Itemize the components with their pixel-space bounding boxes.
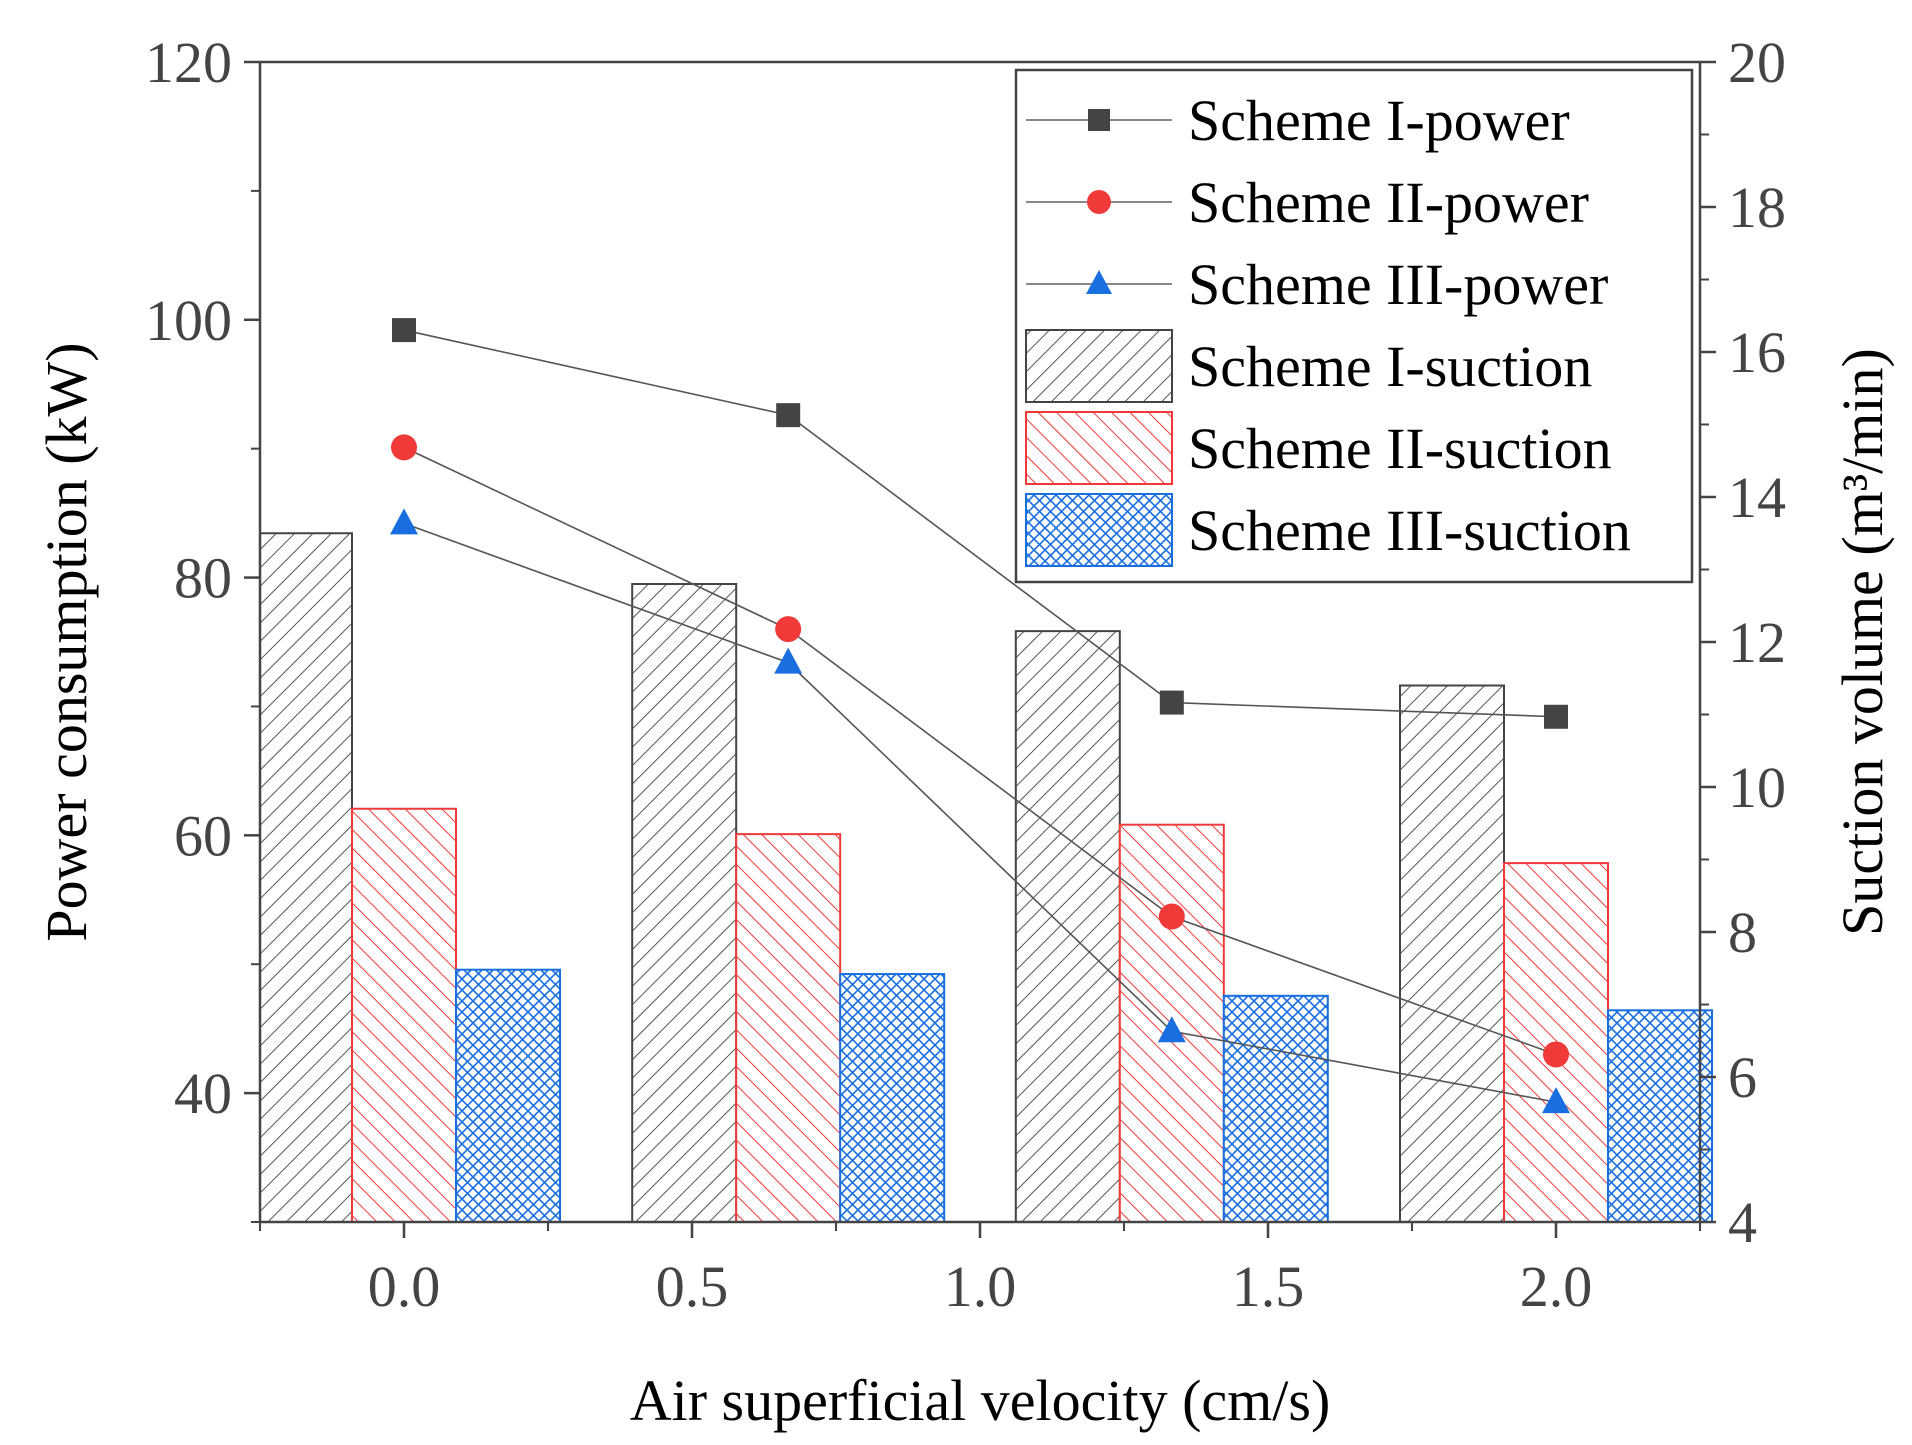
suction-bar [1222, 994, 1329, 1223]
y-axis-right-title: Suction volume (m³/min) [1830, 348, 1895, 936]
x-tick-label: 0.5 [656, 1254, 729, 1319]
marker-square [392, 318, 416, 343]
axes: 0.0 0.5 1.0 1.5 2.0 40 60 80 100 120 4 6 8 10 12 14 16 18… [145, 30, 1786, 1319]
x-tick-label: 0.0 [368, 1254, 441, 1319]
marker-circle [1543, 1041, 1569, 1068]
y-right-tick-label: 4 [1728, 1190, 1757, 1255]
legend-label: Scheme III-power [1188, 252, 1608, 317]
marker-circle [775, 616, 802, 643]
x-tick-label: 1.0 [944, 1254, 1017, 1319]
y-right-tick-label: 8 [1728, 900, 1757, 965]
marker-triangle [390, 508, 418, 535]
suction-bar [631, 583, 738, 1223]
y-right-tick-label: 18 [1728, 175, 1786, 240]
y-left-tick-label: 60 [174, 803, 232, 868]
legend-label: Scheme II-suction [1188, 416, 1612, 481]
suction-bar [839, 973, 946, 1223]
y-left-tick-label: 120 [145, 30, 232, 95]
suction-bar [1607, 1009, 1713, 1223]
power-line [403, 522, 1557, 1103]
y-right-tick-label: 10 [1728, 755, 1786, 820]
suction-bar [455, 968, 561, 1224]
suction-bar [351, 807, 457, 1223]
y-right-tick-label: 14 [1728, 465, 1786, 530]
marker-triangle [774, 647, 803, 674]
y-left-tick-label: 80 [174, 546, 232, 611]
legend-label: Scheme II-power [1188, 170, 1589, 235]
marker-square [1159, 690, 1184, 715]
power-line [403, 446, 1557, 1056]
marker-triangle [1542, 1087, 1570, 1114]
y-left-tick-label: 100 [145, 288, 232, 353]
x-axis-title: Air superficial velocity (cm/s) [630, 1368, 1331, 1433]
y-axis-left-title: Power consumption (kW) [34, 342, 99, 941]
marker-circle [391, 434, 417, 461]
legend-swatch [1025, 493, 1173, 567]
legend-swatch [1025, 411, 1173, 485]
y-right-tick-label: 12 [1728, 610, 1786, 675]
power-line [403, 329, 1557, 718]
suction-bar [259, 532, 353, 1223]
x-tick-label: 2.0 [1520, 1254, 1593, 1319]
suction-bar [1014, 630, 1121, 1223]
x-tick-label: 1.5 [1232, 1254, 1305, 1319]
suction-bar [735, 833, 842, 1223]
marker-circle [1158, 903, 1185, 930]
marker-square [1544, 704, 1568, 729]
legend-label: Scheme III-suction [1188, 498, 1631, 563]
marker-triangle [1086, 270, 1112, 294]
y-right-tick-label: 16 [1728, 320, 1786, 385]
legend-label: Scheme I-suction [1188, 334, 1592, 399]
marker-triangle [1157, 1016, 1186, 1043]
y-right-tick-label: 20 [1728, 30, 1786, 95]
y-left-tick-label: 40 [174, 1061, 232, 1126]
y-right-tick-label: 6 [1728, 1045, 1757, 1110]
marker-square [776, 403, 801, 428]
marker-circle [1087, 190, 1111, 214]
power-lines [390, 318, 1570, 1114]
legend: Scheme I-power Scheme II-power Scheme III-… [1014, 68, 1694, 584]
suction-bar [1399, 684, 1505, 1223]
marker-square [1088, 109, 1110, 131]
suction-bars [259, 532, 1713, 1224]
legend-label: Scheme I-power [1188, 88, 1570, 153]
legend-swatch [1025, 329, 1173, 403]
